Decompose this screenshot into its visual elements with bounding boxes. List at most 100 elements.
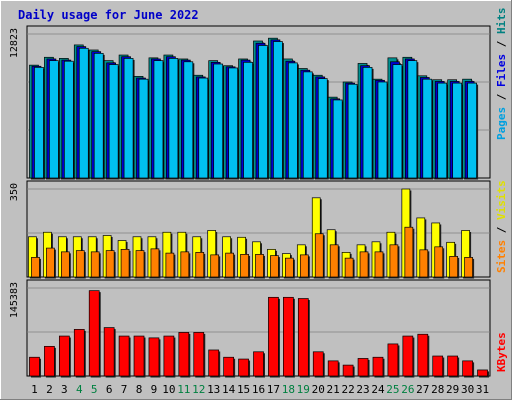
kbytes-bar — [73, 329, 85, 377]
day-label: 25 — [386, 383, 399, 396]
day-label: 8 — [136, 383, 143, 396]
day-label: 6 — [106, 383, 113, 396]
sites-bar — [389, 244, 399, 278]
day-label: 12 — [192, 383, 205, 396]
sites-bar — [285, 257, 294, 278]
day-label: 24 — [371, 383, 385, 396]
day-label: 29 — [446, 383, 459, 396]
pages-bar — [422, 78, 433, 179]
pages-bar — [198, 77, 209, 179]
pages-bar — [317, 78, 328, 179]
sites-bar — [419, 249, 429, 278]
legend-separator: / — [495, 34, 508, 54]
pages-bar — [377, 81, 388, 179]
y-max-label: 12823 — [9, 28, 20, 58]
pages-bar — [93, 52, 104, 179]
pages-bar — [34, 67, 44, 179]
day-label: 17 — [267, 383, 280, 396]
kbytes-bar — [133, 335, 145, 377]
day-label: 26 — [401, 383, 414, 396]
sites-bar — [31, 257, 40, 278]
pages-bar — [392, 64, 403, 179]
legend-sites: Sites — [495, 240, 508, 273]
y-max-label: 350 — [9, 183, 20, 201]
kbytes-bar — [88, 290, 100, 377]
legend-hits: Hits — [495, 8, 508, 35]
chart-title: Daily usage for June 2022 — [18, 8, 199, 22]
kbytes-bar — [477, 369, 488, 377]
kbytes-bar — [58, 335, 70, 377]
pages-bar — [467, 82, 477, 179]
pages-bar — [183, 61, 194, 179]
day-label: 20 — [312, 383, 325, 396]
legend-kbytes: KBytes — [495, 332, 508, 372]
pages-bar — [168, 58, 179, 179]
day-label: 1 — [31, 383, 38, 396]
kbytes-bar — [103, 327, 115, 377]
legend-separator: / — [495, 87, 508, 107]
kbytes-bar — [447, 355, 459, 377]
sites-bar — [270, 255, 279, 278]
sites-bar — [434, 246, 444, 278]
pages-bar — [243, 61, 253, 179]
kbytes-bar — [342, 364, 354, 377]
day-axis: 1 2 3 4 5 6 7 8 9 10 11 12 13 14 15 16 17 18 19 20 21 22 23 24 2… — [31, 383, 489, 396]
kbytes-bar — [417, 333, 429, 377]
day-label: 23 — [356, 383, 369, 396]
legend-visits: Visits — [495, 180, 508, 220]
day-label: 15 — [237, 383, 250, 396]
kbytes-bar — [208, 349, 220, 377]
pages-bar — [407, 60, 418, 179]
kbytes-bar — [283, 296, 294, 377]
day-label: 9 — [151, 383, 158, 396]
y-max-label: 145383 — [9, 282, 20, 318]
kbytes-bar — [387, 343, 399, 377]
sites-bar — [120, 248, 130, 278]
day-label: 13 — [207, 383, 220, 396]
sites-bar — [359, 251, 369, 278]
pages-bar — [228, 67, 238, 179]
sites-bar — [180, 251, 190, 278]
day-label: 7 — [121, 383, 128, 396]
kbytes-bar — [357, 358, 369, 377]
series-legend: Sites / Visits — [495, 180, 508, 273]
day-label: 2 — [46, 383, 53, 396]
sites-bar — [210, 254, 220, 278]
day-label: 31 — [476, 383, 489, 396]
pages-bar — [123, 58, 134, 179]
day-label: 19 — [297, 383, 310, 396]
pages-bar — [63, 60, 74, 179]
sites-bar — [464, 257, 473, 278]
sites-bar — [344, 257, 354, 278]
hits-files-pages-panel: 12823 Pages / Files / Hits — [9, 8, 508, 180]
kbytes-bar — [118, 335, 130, 377]
pages-bar — [138, 78, 149, 179]
kbytes-bar — [402, 335, 414, 377]
day-label: 30 — [461, 383, 474, 396]
legend-separator: / — [495, 220, 508, 240]
pages-bar — [258, 45, 268, 179]
sites-bar — [165, 252, 175, 278]
pages-bar — [273, 41, 283, 179]
pages-bar — [347, 83, 358, 179]
pages-bar — [49, 60, 59, 179]
kbytes-panel: 145383 KBytes — [9, 279, 508, 378]
day-label: 16 — [252, 383, 265, 396]
kbytes-bar — [372, 356, 384, 377]
kbytes-bar — [297, 298, 309, 377]
pages-bar — [437, 82, 448, 179]
kbytes-bar — [238, 358, 249, 377]
pages-bar — [302, 71, 313, 179]
pages-bar — [288, 62, 298, 179]
kbytes-bar — [312, 351, 324, 377]
legend-files: Files — [495, 54, 508, 87]
legend-pages: Pages — [495, 107, 508, 140]
sites-bar — [195, 252, 205, 278]
series-legend: Pages / Files / Hits — [495, 8, 508, 141]
pages-bar — [452, 82, 463, 179]
kbytes-bar — [163, 335, 175, 377]
pages-bar — [108, 64, 119, 179]
kbytes-bar — [327, 360, 339, 377]
sites-bar — [150, 248, 160, 278]
sites-bar — [329, 244, 339, 278]
